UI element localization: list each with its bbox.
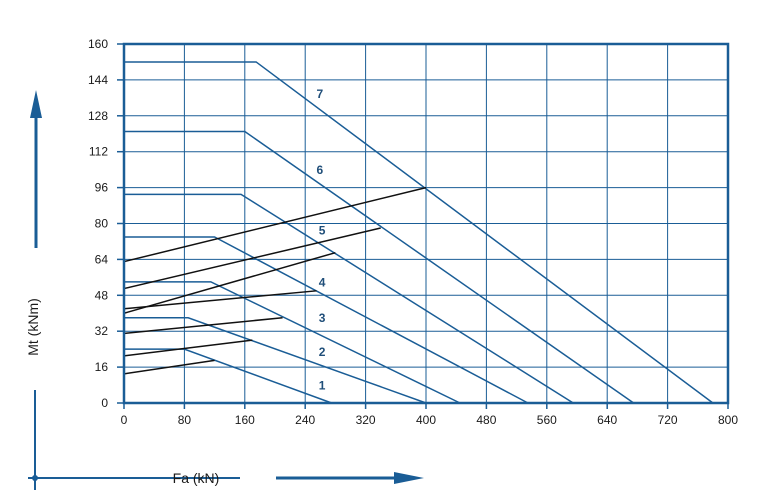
x-tick-label: 240	[295, 413, 315, 427]
curve-label-3: 3	[319, 311, 326, 325]
x-tick-label: 400	[416, 413, 436, 427]
curve-label-5: 5	[319, 224, 326, 238]
x-axis-arrowhead-icon	[394, 472, 424, 484]
tick-labels: 0 80 160 240 320 400 480 560 640 720 8000163248648…	[88, 37, 738, 427]
x-tick-label: 320	[356, 413, 376, 427]
y-tick-label: 16	[95, 360, 109, 374]
y-tick-label: 144	[88, 73, 108, 87]
curve-4	[124, 236, 529, 404]
origin-marker-icon	[32, 475, 38, 481]
curve-6	[124, 130, 635, 404]
x-tick-label: 0	[121, 413, 128, 427]
y-tick-label: 32	[95, 324, 109, 338]
load-line-1	[123, 359, 215, 375]
curve-5	[124, 193, 574, 404]
y-tick-label: 48	[95, 288, 109, 302]
load-lines	[123, 186, 427, 375]
curve-2	[124, 316, 427, 404]
x-tick-label: 480	[476, 413, 496, 427]
curve-7	[124, 61, 714, 404]
x-tick-label: 720	[658, 413, 678, 427]
y-tick-label: 128	[88, 109, 108, 123]
y-tick-label: 0	[101, 396, 108, 410]
x-tick-label: 640	[597, 413, 617, 427]
load-line-4	[123, 290, 317, 310]
y-axis-title: Mt (kNm)	[25, 298, 41, 356]
plot-frame	[122, 42, 730, 405]
y-axis-arrowhead-icon	[30, 90, 42, 118]
grid	[117, 43, 729, 409]
load-line-3	[123, 316, 283, 335]
load-line-6	[123, 227, 381, 290]
curve-label-4: 4	[319, 275, 326, 289]
y-tick-label: 96	[95, 181, 109, 195]
x-tick-label: 80	[178, 413, 192, 427]
y-tick-label: 80	[95, 217, 109, 231]
y-tick-label: 160	[88, 37, 108, 51]
x-tick-label: 800	[718, 413, 738, 427]
load-line-2	[123, 339, 253, 357]
curve-labels: 1 2 3 4 5 6 7	[317, 87, 326, 393]
capacity-curves	[124, 61, 714, 404]
x-axis-title: Fa (kN)	[173, 470, 220, 486]
load-line-5	[123, 251, 336, 314]
y-tick-label: 112	[89, 145, 108, 159]
curve-label-7: 7	[317, 87, 324, 101]
curve-label-1: 1	[319, 379, 326, 393]
load-line-7	[123, 186, 427, 263]
curve-label-2: 2	[319, 345, 326, 359]
curve-label-6: 6	[317, 163, 324, 177]
y-tick-label: 64	[95, 252, 109, 266]
x-tick-label: 160	[235, 413, 255, 427]
x-tick-label: 560	[537, 413, 557, 427]
